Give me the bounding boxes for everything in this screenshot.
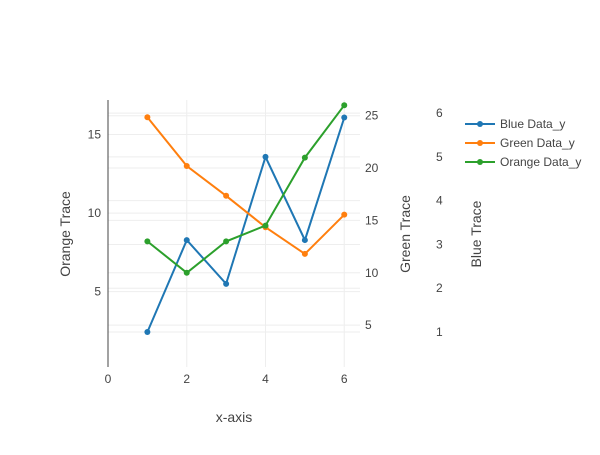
green-axis-title: Green Trace (397, 195, 413, 273)
x-axis-title: x-axis (216, 409, 253, 425)
series-line-1 (146, 116, 346, 256)
blue-axis-title: Blue Trace (468, 200, 484, 267)
blue-axis-tick-label: 4 (436, 194, 443, 208)
series-point (301, 237, 308, 244)
series-point (183, 269, 190, 276)
series-point (183, 162, 190, 169)
green-axis-tick-label: 25 (365, 109, 379, 123)
left-tick-label: 15 (88, 128, 102, 142)
legend-swatch-marker (477, 159, 483, 165)
blue-axis-tick-label: 2 (436, 281, 443, 295)
series-point (223, 280, 230, 287)
x-tick-label: 6 (341, 372, 348, 386)
x-tick-label: 4 (262, 372, 269, 386)
series-point (301, 154, 308, 161)
green-axis-tick-label: 5 (365, 318, 372, 332)
series-line-2 (146, 104, 346, 275)
legend-swatch-marker (477, 140, 483, 146)
series-point (144, 328, 151, 335)
series-point (341, 102, 348, 109)
series-point (262, 153, 269, 160)
blue-axis-tick-label: 6 (436, 106, 443, 120)
series-point (341, 114, 348, 121)
x-tick-label: 2 (183, 372, 190, 386)
left-tick-label: 5 (94, 285, 101, 299)
legend-label: Green Data_y (500, 136, 575, 150)
legend-item[interactable]: Green Data_y (465, 136, 575, 150)
blue-axis-tick-label: 5 (436, 150, 443, 164)
series-layer (144, 102, 348, 335)
series-point (223, 238, 230, 245)
legend-item[interactable]: Blue Data_y (465, 117, 565, 131)
legend-label: Orange Data_y (500, 155, 581, 169)
green-axis-tick-label: 10 (365, 266, 379, 280)
legend-swatch-marker (477, 121, 483, 127)
series-line-0 (146, 117, 346, 333)
grid-layer (108, 100, 360, 367)
series-point (341, 211, 348, 218)
series-point (301, 250, 308, 257)
legend[interactable]: Blue Data_y Green Data_y Orange Data_y (465, 117, 581, 169)
legend-label: Blue Data_y (500, 117, 565, 131)
series-point (223, 192, 230, 199)
left-axis-title: Orange Trace (57, 191, 73, 277)
left-tick-label: 10 (88, 206, 102, 220)
series-point (262, 222, 269, 229)
series-point (144, 114, 151, 121)
legend-item[interactable]: Orange Data_y (465, 155, 581, 169)
green-axis-tick-label: 20 (365, 161, 379, 175)
blue-axis-tick-label: 1 (436, 325, 443, 339)
series-point (144, 238, 151, 245)
x-tick-label: 0 (105, 372, 112, 386)
series-point (183, 237, 190, 244)
blue-axis-tick-label: 3 (436, 237, 443, 251)
green-axis-tick-label: 15 (365, 213, 379, 227)
